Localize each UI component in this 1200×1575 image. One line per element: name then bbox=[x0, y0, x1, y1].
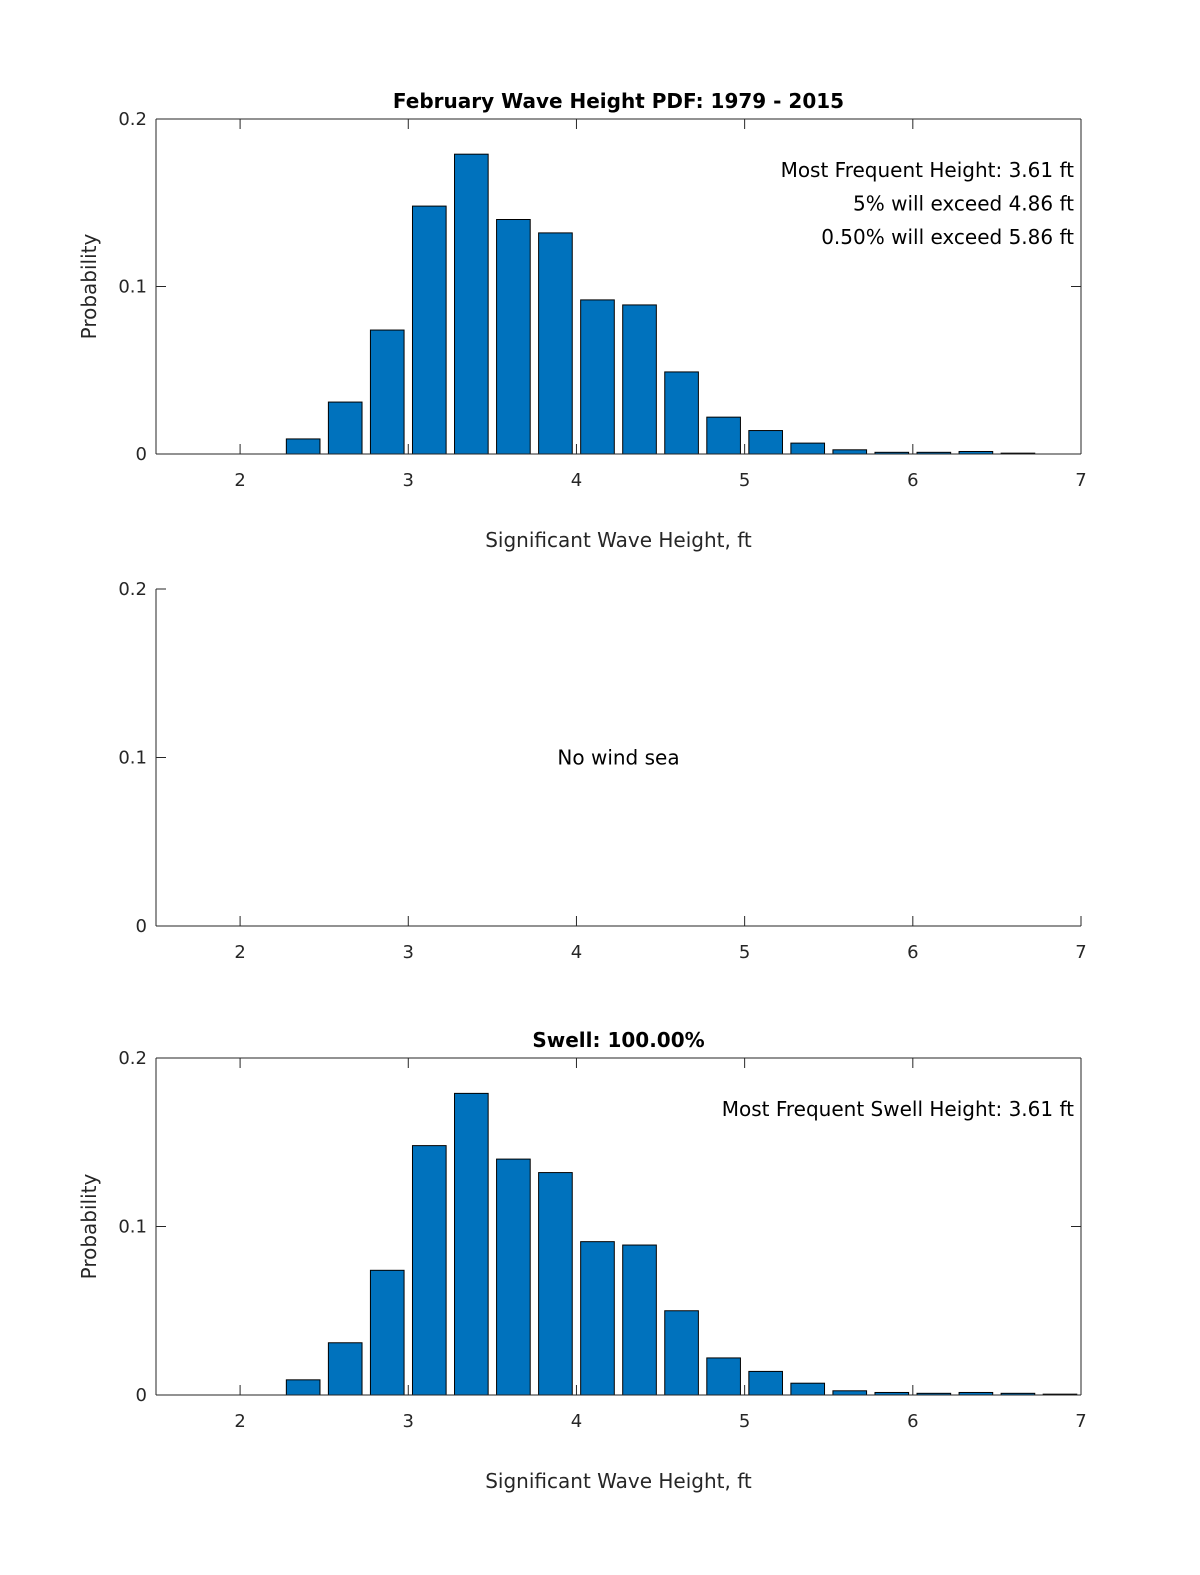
bar bbox=[454, 1092, 489, 1396]
bar bbox=[706, 416, 741, 455]
x-tick-label: 3 bbox=[403, 1411, 414, 1432]
bar bbox=[664, 1310, 699, 1396]
bar bbox=[580, 1241, 615, 1396]
no-data-message: No wind sea bbox=[557, 746, 679, 770]
x-tick-label: 2 bbox=[234, 470, 245, 491]
y-axis-label: Probability bbox=[77, 233, 101, 339]
bar bbox=[285, 1379, 321, 1396]
x-tick-label: 6 bbox=[907, 470, 918, 491]
y-tick-label: 0.2 bbox=[118, 1048, 147, 1069]
bar bbox=[790, 1382, 826, 1396]
y-tick-label: 0.1 bbox=[118, 748, 147, 769]
y-tick-label: 0 bbox=[136, 444, 147, 465]
bar bbox=[496, 219, 531, 455]
x-axis-label: Significant Wave Height, ft bbox=[485, 528, 752, 552]
y-tick-label: 0.1 bbox=[118, 1217, 147, 1238]
y-tick-label: 0.2 bbox=[118, 579, 147, 600]
y-tick-label: 0 bbox=[136, 916, 147, 937]
x-tick-label: 2 bbox=[234, 1411, 245, 1432]
bar bbox=[496, 1158, 531, 1396]
subplot-3: 2 3 4 5 6 7 0 0.1 0.2 Swell: 100.00% Significant W… bbox=[77, 1028, 1087, 1493]
x-tick-label: 5 bbox=[739, 942, 750, 963]
annotation: 5% will exceed 4.86 ft bbox=[853, 192, 1074, 216]
bar bbox=[832, 1390, 868, 1396]
subplot-1: 2 3 4 5 6 7 0 0.1 0.2 February Wave Height PDF: 1… bbox=[77, 89, 1087, 552]
annotation: 0.50% will exceed 5.86 ft bbox=[821, 225, 1074, 249]
x-tick-label: 7 bbox=[1075, 470, 1086, 491]
x-axis-label: Significant Wave Height, ft bbox=[485, 1469, 752, 1493]
x-tick-label: 6 bbox=[907, 1411, 918, 1432]
bar bbox=[538, 1172, 573, 1396]
x-tick-label: 3 bbox=[403, 942, 414, 963]
x-tick-label: 3 bbox=[403, 470, 414, 491]
bar bbox=[454, 153, 489, 455]
bar bbox=[411, 205, 447, 455]
bar bbox=[706, 1357, 741, 1396]
bar bbox=[748, 430, 783, 455]
bar bbox=[664, 371, 699, 455]
x-tick-label: 4 bbox=[571, 470, 582, 491]
bar bbox=[327, 401, 363, 455]
bar bbox=[538, 232, 573, 455]
x-tick-label: 2 bbox=[234, 942, 245, 963]
bar bbox=[790, 442, 826, 455]
bar bbox=[622, 1244, 657, 1396]
y-tick-label: 0.1 bbox=[118, 277, 147, 298]
bar bbox=[832, 449, 868, 455]
y-axis-label: Probability bbox=[77, 1173, 101, 1279]
subplot-2: 2 3 4 5 6 7 0 0.1 0.2 No wind sea bbox=[118, 579, 1086, 963]
bar bbox=[748, 1370, 783, 1396]
bar bbox=[411, 1145, 447, 1396]
x-tick-label: 7 bbox=[1075, 942, 1086, 963]
annotation: Most Frequent Swell Height: 3.61 ft bbox=[722, 1097, 1074, 1121]
bar bbox=[369, 1269, 405, 1396]
bar bbox=[622, 304, 657, 455]
chart-title: Swell: 100.00% bbox=[532, 1028, 704, 1052]
y-tick-label: 0.2 bbox=[118, 109, 147, 130]
x-tick-label: 6 bbox=[907, 942, 918, 963]
x-tick-label: 4 bbox=[571, 942, 582, 963]
x-tick-label: 7 bbox=[1075, 1411, 1086, 1432]
bar bbox=[327, 1342, 363, 1396]
x-tick-label: 4 bbox=[571, 1411, 582, 1432]
chart-title: February Wave Height PDF: 1979 - 2015 bbox=[393, 89, 844, 113]
annotation: Most Frequent Height: 3.61 ft bbox=[781, 158, 1075, 182]
bar bbox=[285, 438, 321, 455]
x-tick-label: 5 bbox=[739, 1411, 750, 1432]
y-tick-label: 0 bbox=[136, 1385, 147, 1406]
bar bbox=[369, 329, 405, 455]
x-tick-label: 5 bbox=[739, 470, 750, 491]
bar bbox=[580, 299, 615, 455]
